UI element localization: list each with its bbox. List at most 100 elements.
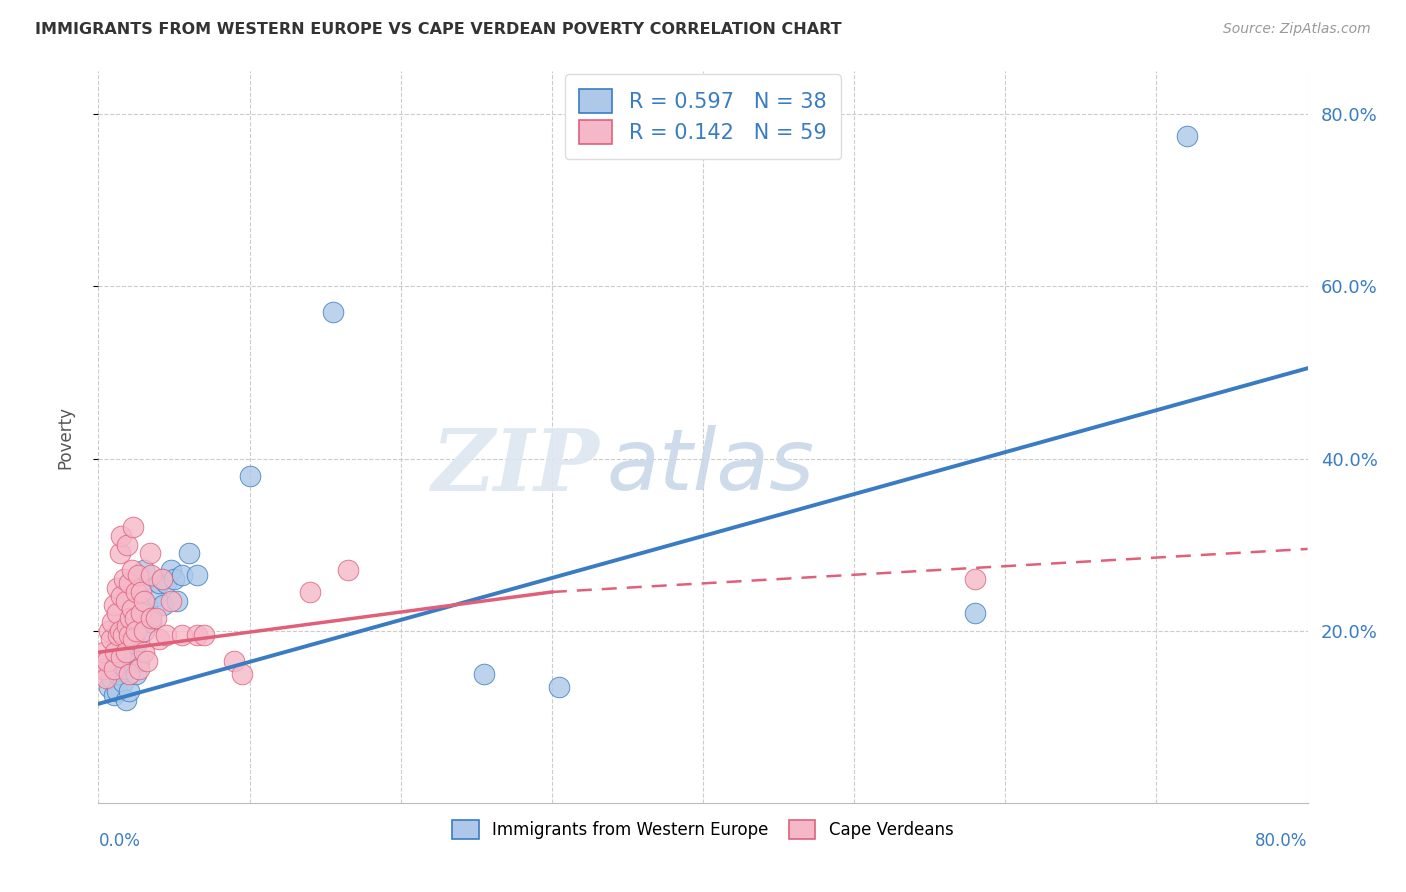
Point (160, 593, 183, 607)
Point (110, 649, 132, 664)
Point (121, 602, 143, 616)
Point (132, 624, 155, 638)
Point (100, 632, 122, 647)
Point (965, 607, 987, 621)
Point (163, 572, 186, 586)
Text: IMMIGRANTS FROM WESTERN EUROPE VS CAPE VERDEAN POVERTY CORRELATION CHART: IMMIGRANTS FROM WESTERN EUROPE VS CAPE V… (35, 22, 842, 37)
Point (125, 666, 148, 681)
Point (128, 662, 150, 676)
Point (125, 624, 148, 638)
Point (965, 572, 987, 586)
Point (114, 662, 136, 676)
Point (118, 684, 141, 698)
Point (132, 564, 155, 578)
Point (160, 564, 183, 578)
Point (145, 611, 167, 625)
Point (472, 666, 495, 681)
Point (101, 615, 124, 629)
Point (179, 546, 201, 560)
Point (148, 632, 170, 647)
Text: 0.0%: 0.0% (98, 832, 141, 850)
Text: ZIP: ZIP (433, 425, 600, 508)
Point (224, 654, 246, 668)
Point (118, 576, 141, 591)
Point (170, 567, 193, 582)
Point (125, 637, 148, 651)
Point (129, 581, 152, 595)
Point (91, 662, 114, 676)
Point (299, 585, 322, 599)
Point (231, 666, 253, 681)
Point (155, 576, 177, 591)
Point (118, 628, 141, 642)
Point (110, 589, 132, 603)
Y-axis label: Poverty: Poverty (56, 406, 75, 468)
Point (104, 645, 127, 659)
Point (129, 585, 152, 599)
Point (114, 593, 136, 607)
Point (135, 654, 157, 668)
Point (115, 619, 138, 633)
Point (122, 520, 145, 534)
Point (124, 611, 146, 625)
Point (96, 654, 118, 668)
Point (103, 662, 125, 676)
Point (108, 546, 131, 560)
Point (145, 589, 167, 603)
Point (141, 611, 163, 625)
Point (186, 628, 208, 642)
Point (148, 576, 170, 591)
Point (105, 607, 128, 621)
Text: atlas: atlas (606, 425, 814, 508)
Point (322, 305, 344, 319)
Point (152, 598, 174, 612)
Point (107, 666, 129, 681)
Point (118, 654, 141, 668)
Point (110, 658, 132, 673)
Point (107, 628, 129, 642)
Point (141, 615, 163, 629)
Point (132, 645, 155, 659)
Point (105, 684, 128, 698)
Point (186, 567, 208, 582)
Point (166, 593, 188, 607)
Point (141, 567, 163, 582)
Point (120, 611, 142, 625)
Point (112, 572, 135, 586)
Point (122, 632, 145, 647)
Point (100, 671, 122, 685)
Point (121, 645, 143, 659)
Point (103, 598, 125, 612)
Point (1175, 128, 1198, 143)
Point (93, 645, 115, 659)
Point (129, 607, 152, 621)
Point (135, 598, 157, 612)
Point (155, 628, 177, 642)
Legend: Immigrants from Western Europe, Cape Verdeans: Immigrants from Western Europe, Cape Ver… (446, 814, 960, 846)
Point (111, 628, 134, 642)
Text: Source: ZipAtlas.com: Source: ZipAtlas.com (1223, 22, 1371, 37)
Point (132, 624, 155, 638)
Point (114, 692, 136, 706)
Point (548, 680, 571, 694)
Point (150, 572, 173, 586)
Point (103, 688, 125, 702)
Point (193, 628, 215, 642)
Point (170, 628, 193, 642)
Point (132, 593, 155, 607)
Point (115, 538, 138, 552)
Point (111, 675, 134, 690)
Point (121, 564, 143, 578)
Point (105, 581, 128, 595)
Point (118, 666, 141, 681)
Point (98, 680, 121, 694)
Point (139, 546, 162, 560)
Point (114, 645, 136, 659)
Point (125, 585, 148, 599)
Point (239, 468, 262, 483)
Point (98, 624, 121, 638)
Point (336, 564, 359, 578)
Point (128, 654, 150, 668)
Point (94, 662, 117, 676)
Point (150, 572, 173, 586)
